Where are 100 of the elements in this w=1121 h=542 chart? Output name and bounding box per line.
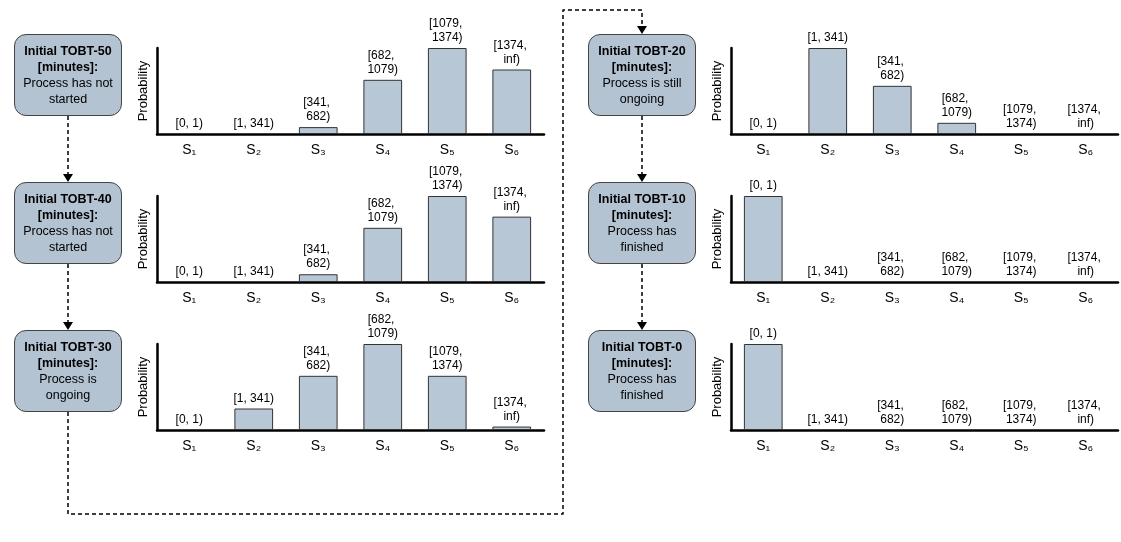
y-axis-title: Probability bbox=[135, 356, 150, 418]
y-axis-title: Probability bbox=[135, 60, 150, 122]
text: Process has not started bbox=[22, 75, 114, 107]
y-axis-title: Probability bbox=[135, 208, 150, 270]
annotation: [1374, inf) bbox=[1067, 250, 1105, 278]
x-tick-label: S₃ bbox=[884, 289, 900, 305]
annotation: [682, 1079) bbox=[367, 195, 399, 224]
annotation: [1374, inf) bbox=[1067, 102, 1105, 130]
x-tick-label: S₄ bbox=[949, 141, 965, 157]
text: Process is still ongoing bbox=[601, 75, 683, 107]
x-tick-label: S₁ bbox=[756, 437, 771, 453]
x-tick-label: S₃ bbox=[884, 141, 900, 157]
x-tick-label: S₁ bbox=[756, 141, 771, 157]
annotation: [1079, 1374) bbox=[1002, 398, 1040, 426]
annotation: [0, 1) bbox=[175, 264, 203, 278]
text: Initial TOBT-40 [minutes]: bbox=[23, 191, 113, 223]
annotation: [0, 1) bbox=[749, 116, 777, 130]
y-axis-title: Probability bbox=[709, 356, 724, 418]
text: Initial TOBT-10 [minutes]: bbox=[597, 191, 687, 223]
bar bbox=[363, 227, 403, 282]
bar bbox=[298, 274, 338, 282]
annotation: [1079, 1374) bbox=[1002, 250, 1040, 278]
text: Process has finished bbox=[606, 223, 678, 255]
text: Process has finished bbox=[606, 371, 678, 403]
x-tick-label: S₆ bbox=[1078, 437, 1094, 453]
x-tick-label: S₂ bbox=[820, 141, 836, 157]
bar bbox=[492, 69, 532, 134]
annotation: [1, 341) bbox=[233, 264, 275, 278]
annotation: [1079, 1374) bbox=[428, 164, 466, 192]
annotation: [682, 1079) bbox=[367, 47, 399, 76]
annotation: [1374, inf) bbox=[493, 394, 531, 423]
bar bbox=[492, 426, 532, 430]
x-tick-label: S₂ bbox=[820, 437, 836, 453]
annotation: [1, 341) bbox=[233, 116, 275, 130]
annotation: [1, 341) bbox=[233, 390, 275, 405]
bar bbox=[427, 48, 467, 134]
text: Initial TOBT-30 [minutes]: bbox=[23, 339, 113, 371]
text: Initial TOBT-0 [minutes]: bbox=[600, 339, 684, 371]
x-tick-label: S₆ bbox=[1078, 141, 1094, 157]
bar bbox=[363, 79, 403, 134]
x-tick-label: S₄ bbox=[949, 437, 965, 453]
annotation: [1079, 1374) bbox=[428, 343, 466, 372]
x-tick-label: S₁ bbox=[182, 437, 197, 453]
x-tick-label: S₅ bbox=[439, 437, 455, 453]
x-tick-label: S₆ bbox=[1078, 289, 1094, 305]
x-tick-label: S₄ bbox=[375, 289, 391, 305]
bar bbox=[298, 127, 338, 134]
annotation: [341, 682) bbox=[877, 398, 908, 426]
annotation: [0, 1) bbox=[175, 412, 203, 426]
x-tick-label: S₅ bbox=[1013, 141, 1029, 157]
bar bbox=[492, 216, 532, 282]
x-tick-label: S₃ bbox=[310, 437, 326, 453]
x-tick-label: S₆ bbox=[504, 141, 520, 157]
x-tick-label: S₁ bbox=[756, 289, 771, 305]
x-tick-label: S₂ bbox=[246, 289, 262, 305]
annotation: [341, 682) bbox=[877, 53, 908, 82]
bar bbox=[363, 344, 403, 430]
annotation: [1374, inf) bbox=[1067, 398, 1105, 426]
annotation: [1374, inf) bbox=[493, 184, 531, 213]
x-tick-label: S₄ bbox=[375, 437, 391, 453]
annotation: [0, 1) bbox=[175, 116, 203, 130]
x-tick-label: S₄ bbox=[949, 289, 965, 305]
x-tick-label: S₃ bbox=[310, 141, 326, 157]
y-axis-title: Probability bbox=[709, 60, 724, 122]
x-tick-label: S₃ bbox=[310, 289, 326, 305]
x-tick-label: S₅ bbox=[439, 141, 455, 157]
x-tick-label: S₅ bbox=[1013, 437, 1029, 453]
x-tick-label: S₆ bbox=[504, 289, 520, 305]
text: Initial TOBT-50 [minutes]: bbox=[23, 43, 113, 75]
x-tick-label: S₅ bbox=[439, 289, 455, 305]
x-tick-label: S₅ bbox=[1013, 289, 1029, 305]
annotation: [682, 1079) bbox=[367, 312, 399, 340]
bar bbox=[234, 408, 274, 430]
x-tick-label: S₁ bbox=[182, 289, 197, 305]
x-tick-label: S₁ bbox=[182, 141, 197, 157]
annotation: [682, 1079) bbox=[941, 90, 973, 119]
annotation: [0, 1) bbox=[749, 326, 777, 340]
x-tick-label: S₃ bbox=[884, 437, 900, 453]
annotation: [682, 1079) bbox=[941, 250, 973, 278]
bar bbox=[427, 196, 467, 282]
annotation: [341, 682) bbox=[877, 250, 908, 278]
x-tick-label: S₂ bbox=[820, 289, 836, 305]
annotation: [1, 341) bbox=[807, 264, 849, 278]
annotation: [341, 682) bbox=[303, 95, 334, 124]
annotation: [1374, inf) bbox=[493, 37, 531, 66]
annotation: [1, 341) bbox=[807, 412, 849, 426]
annotation: [341, 682) bbox=[303, 242, 334, 271]
annotation: [1079, 1374) bbox=[428, 16, 466, 44]
x-tick-label: S₆ bbox=[504, 437, 520, 453]
y-axis-title: Probability bbox=[709, 208, 724, 270]
annotation: [1079, 1374) bbox=[1002, 102, 1040, 130]
bar bbox=[427, 375, 467, 430]
bar bbox=[298, 375, 338, 430]
x-tick-label: S₂ bbox=[246, 141, 262, 157]
annotation: [1, 341) bbox=[807, 30, 849, 44]
text: Initial TOBT-20 [minutes]: bbox=[597, 43, 687, 75]
text: Process is ongoing bbox=[38, 371, 98, 403]
annotation: [0, 1) bbox=[749, 178, 777, 192]
text: Process has not started bbox=[22, 223, 114, 255]
annotation: [682, 1079) bbox=[941, 398, 973, 426]
